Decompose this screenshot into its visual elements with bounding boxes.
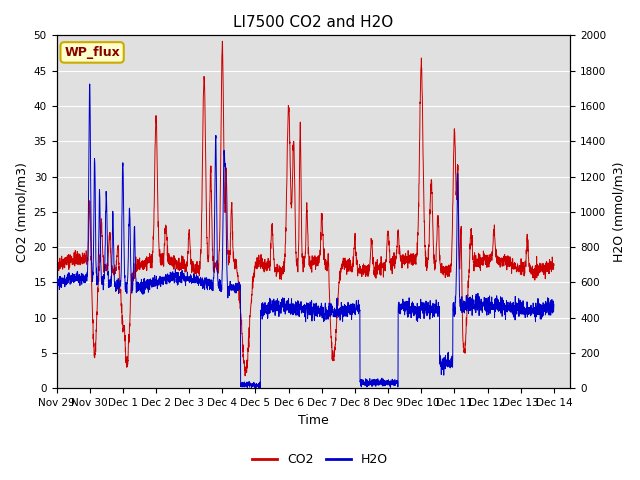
Y-axis label: CO2 (mmol/m3): CO2 (mmol/m3) bbox=[15, 162, 28, 262]
Y-axis label: H2O (mmol/m3): H2O (mmol/m3) bbox=[612, 162, 625, 262]
Text: WP_flux: WP_flux bbox=[64, 46, 120, 59]
Legend: CO2, H2O: CO2, H2O bbox=[247, 448, 393, 471]
Title: LI7500 CO2 and H2O: LI7500 CO2 and H2O bbox=[234, 15, 394, 30]
X-axis label: Time: Time bbox=[298, 414, 329, 427]
